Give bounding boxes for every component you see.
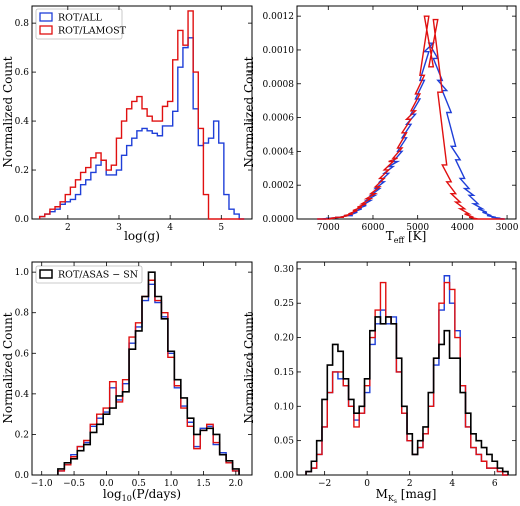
series-rot-lamost-line bbox=[317, 15, 505, 220]
x-tick-label: 6 bbox=[492, 479, 498, 489]
y-tick-label: 1.0 bbox=[15, 268, 30, 278]
y-tick-label: 0.0000 bbox=[263, 215, 295, 225]
panel-logg-frame bbox=[31, 5, 253, 220]
y-tick-label: 0.15 bbox=[274, 368, 294, 378]
panel-1-marks: 7000 6000 5000 4000 3000 0.0000 0.0002 0.0004 0.… bbox=[263, 6, 519, 233]
y-tick-label: 0.4 bbox=[15, 390, 30, 400]
x-tick-label: 3 bbox=[116, 223, 122, 233]
panel-mks-frame bbox=[296, 261, 517, 476]
series-rot-asas-sn-line bbox=[305, 316, 509, 475]
x-tick-label: 1.5 bbox=[196, 479, 211, 489]
x-tick-label: 2.0 bbox=[229, 479, 244, 489]
y-tick-label: 0.0006 bbox=[263, 114, 295, 124]
y-tick-label: 0.00 bbox=[274, 471, 294, 481]
y-tick-label: 0.10 bbox=[274, 402, 294, 412]
panel-mks-xlabel: MKs [mag] bbox=[376, 487, 437, 505]
panel-teff-frame bbox=[296, 5, 517, 220]
panel-3-marks: −2 0 2 4 6 0.00 0.05 0.10 0.15 0.20 0.25 0.30 bbox=[274, 262, 516, 489]
series-rot-lamost-line bbox=[38, 10, 245, 220]
x-tick-label: 5 bbox=[218, 223, 224, 233]
y-tick-label: 0.2 bbox=[15, 430, 29, 440]
y-tick-label: 0.0012 bbox=[263, 12, 295, 22]
y-tick-label: 0.6 bbox=[15, 68, 30, 78]
panel-period-xlabel: log10(P/days) bbox=[103, 487, 181, 503]
panel-0-marks: 2 3 4 5 0.0 0.2 0.4 0.6 0.8 bbox=[15, 6, 252, 233]
series-rot-all-line bbox=[38, 37, 245, 220]
series-rot-lamost-line bbox=[305, 281, 509, 476]
plot-layer: 2 3 4 5 0.0 0.2 0.4 0.6 0.8 7000 6000 5000 4000 3000 0… bbox=[15, 6, 519, 489]
panel-mks-ylabel: Normalized Count bbox=[242, 312, 256, 423]
legend-box bbox=[35, 8, 123, 40]
panel-period-ylabel: Normalized Count bbox=[1, 312, 15, 423]
x-tick-label: 0.0 bbox=[99, 479, 114, 489]
series-rot-all-line bbox=[317, 42, 505, 220]
x-tick-label: −0.5 bbox=[63, 479, 85, 489]
y-tick-label: 0.6 bbox=[15, 349, 30, 359]
y-tick-label: 0.20 bbox=[274, 334, 294, 344]
y-tick-label: 0.0004 bbox=[263, 147, 295, 157]
x-tick-label: 1.0 bbox=[164, 479, 179, 489]
y-tick-label: 0.8 bbox=[15, 19, 30, 29]
y-tick-label: 0.8 bbox=[15, 309, 30, 319]
panel-2-marks: −1.0 −0.5 0.0 0.5 1.0 1.5 2.0 0.0 0.2 0.4 0.6 0.8 1.… bbox=[15, 262, 252, 489]
y-tick-label: 0.30 bbox=[274, 265, 294, 275]
legend-swatch-rot-all bbox=[39, 12, 53, 22]
panel-teff-ylabel: Normalized Count bbox=[242, 56, 256, 167]
legend-swatch-rot-asas-sn bbox=[39, 269, 53, 279]
y-tick-label: 0.0008 bbox=[263, 80, 295, 90]
legend-label-rot-lamost: ROT/LAMOST bbox=[58, 26, 127, 37]
y-tick-label: 0.0 bbox=[15, 215, 30, 225]
panel-logg-xlabel: log(g) bbox=[124, 229, 160, 243]
x-tick-label: −2 bbox=[318, 479, 331, 489]
panel-mks: Normalized Count MKs [mag] bbox=[242, 261, 517, 505]
series-rot-asas-sn-line bbox=[57, 271, 240, 475]
x-tick-label: 4 bbox=[449, 479, 455, 489]
panel-logg-ylabel: Normalized Count bbox=[1, 56, 15, 167]
x-tick-label: 5000 bbox=[406, 223, 429, 233]
x-tick-label: 0.5 bbox=[132, 479, 147, 489]
panel-period-frame bbox=[31, 261, 253, 476]
series-rot-lamost-line bbox=[57, 279, 240, 475]
x-tick-label: 0 bbox=[364, 479, 370, 489]
x-tick-label: 4 bbox=[167, 223, 173, 233]
x-tick-label: 2 bbox=[65, 223, 71, 233]
y-tick-label: 0.4 bbox=[15, 117, 30, 127]
y-tick-label: 0.0002 bbox=[263, 181, 295, 191]
x-tick-label: 6000 bbox=[362, 223, 385, 233]
legend-swatch-rot-lamost bbox=[39, 25, 53, 35]
y-tick-label: 0.05 bbox=[274, 437, 294, 447]
panel-period-legend: ROT/ASAS − SN bbox=[35, 265, 143, 284]
y-tick-label: 0.0 bbox=[15, 471, 30, 481]
panel-logg: Normalized Count log(g) ROT/ALL ROT/LAMO… bbox=[1, 5, 253, 243]
legend-label-rot-all: ROT/ALL bbox=[58, 13, 103, 24]
panel-logg-legend: ROT/ALL ROT/LAMOST bbox=[35, 8, 127, 40]
panel-period: Normalized Count log10(P/days) ROT/ASAS … bbox=[1, 261, 253, 503]
panel-teff: Normalized Count Teff [K] bbox=[242, 5, 517, 245]
x-tick-label: −1.0 bbox=[31, 479, 53, 489]
legend-label-rot-asas-sn: ROT/ASAS − SN bbox=[58, 270, 138, 281]
legend-box bbox=[35, 265, 143, 284]
y-tick-label: 0.2 bbox=[15, 166, 29, 176]
series-rot-all-line bbox=[57, 283, 240, 475]
x-tick-label: 3000 bbox=[496, 223, 519, 233]
y-tick-label: 0.25 bbox=[274, 299, 294, 309]
x-tick-label: 7000 bbox=[317, 223, 340, 233]
y-tick-label: 0.0010 bbox=[263, 46, 295, 56]
x-tick-label: 4000 bbox=[451, 223, 474, 233]
series-rot-all-line bbox=[305, 275, 509, 476]
x-tick-label: 2 bbox=[407, 479, 413, 489]
